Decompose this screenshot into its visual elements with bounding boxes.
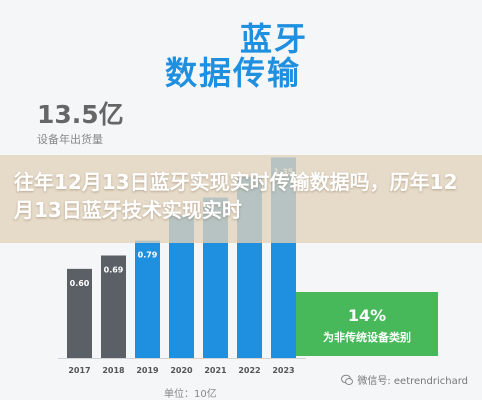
x-tick-label-2017: 2017 <box>68 366 90 375</box>
bar-2019 <box>135 240 160 358</box>
bar-value-label-2019: 0.79 <box>138 251 158 260</box>
watermark-text: 微信号: eetrendrichard <box>357 376 468 387</box>
x-tick-label-2021: 2021 <box>204 366 227 375</box>
bar-2017 <box>67 268 92 358</box>
bar-value-label-2017: 0.60 <box>70 279 90 288</box>
unit-note: 单位：10亿 <box>164 389 217 400</box>
callout-box: 14% 为非传统设备类别 <box>296 292 438 356</box>
wechat-icon <box>341 374 354 385</box>
watermark: 微信号: eetrendrichard <box>341 372 468 387</box>
article-headline[interactable]: 往年12月13日蓝牙实现实时传输数据吗，历年12月13日蓝牙技术实现实时 <box>14 170 458 222</box>
bar-value-label-2018: 0.69 <box>104 265 124 274</box>
callout-percent: 14% <box>347 306 387 325</box>
x-tick-label-2023: 2023 <box>272 366 294 375</box>
x-tick-label-2020: 2020 <box>170 366 193 375</box>
bar-2018 <box>101 255 126 358</box>
headline-banner <box>0 155 482 243</box>
shipment-caption: 设备年出货量 <box>37 133 103 146</box>
x-tick-label-2018: 2018 <box>102 366 125 375</box>
hero-title-line1: 蓝牙 <box>240 20 309 58</box>
x-tick-label-2019: 2019 <box>136 366 159 375</box>
callout-text: 为非传统设备类别 <box>323 331 411 344</box>
x-tick-label-2022: 2022 <box>238 366 260 375</box>
shipment-value: 13.5亿 <box>37 100 124 129</box>
hero-title-line2: 数据传输 <box>165 54 302 92</box>
